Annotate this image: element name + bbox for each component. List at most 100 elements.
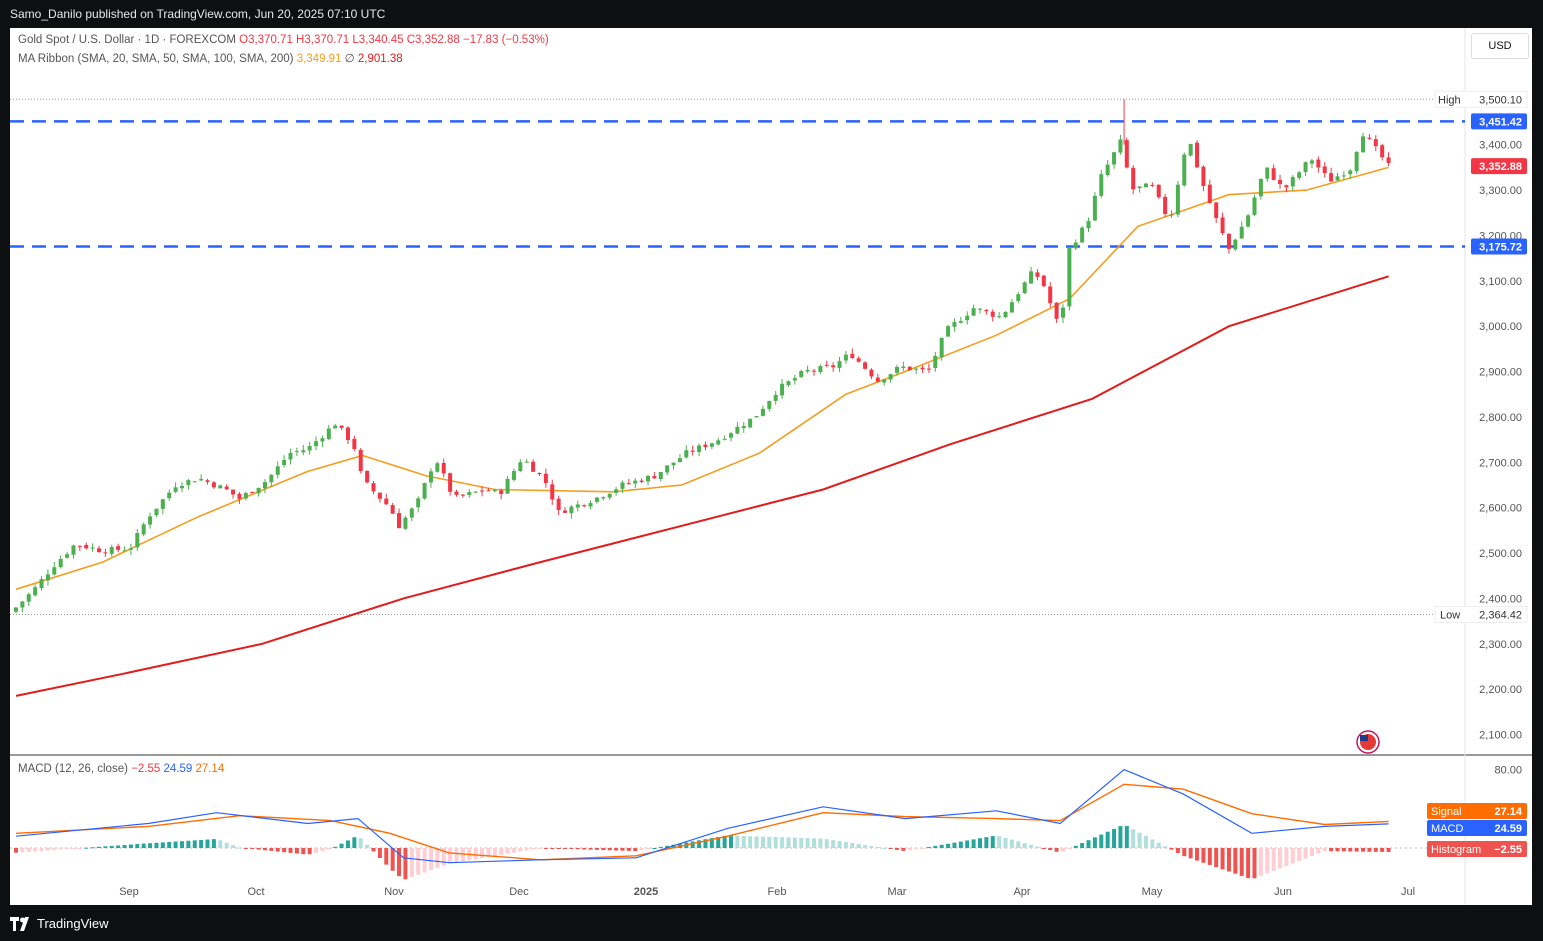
- macd-title[interactable]: MACD (12, 26, close): [18, 763, 128, 775]
- candle-body: [671, 462, 676, 466]
- candle-body: [1016, 294, 1021, 301]
- candle-body: [767, 401, 772, 409]
- candle-body: [333, 425, 338, 429]
- macd-histogram-bar: [518, 848, 523, 852]
- candle-body: [1348, 170, 1353, 175]
- currency-button[interactable]: USD: [1471, 33, 1529, 59]
- macd-histogram-bar: [901, 848, 906, 851]
- macd-histogram-bar: [192, 840, 197, 848]
- candle-body: [907, 366, 912, 371]
- candle-body: [894, 367, 899, 373]
- candle-body: [760, 408, 765, 416]
- macd-histogram-bar: [1207, 848, 1212, 865]
- macd-histogram-bar: [116, 845, 121, 848]
- candle-body: [1373, 139, 1378, 147]
- candle-body: [882, 379, 887, 383]
- candle-body: [1054, 302, 1059, 319]
- macd-histogram-bar: [435, 848, 440, 868]
- tradingview-logo[interactable]: TradingView: [10, 916, 109, 931]
- legend-close: C3,352.88: [406, 34, 460, 46]
- macd-histogram-bar: [1195, 848, 1200, 861]
- candle-body: [754, 416, 759, 418]
- candle-body: [307, 446, 312, 451]
- candle-body: [1335, 176, 1340, 181]
- candle-body: [397, 513, 402, 529]
- candle-body: [1309, 160, 1314, 164]
- macd-histogram-bar: [703, 839, 708, 848]
- x-tick-label: Jul: [1401, 886, 1415, 898]
- macd-histogram-bar: [754, 836, 759, 848]
- candle-body: [722, 438, 727, 440]
- macd-histogram-bar: [1073, 845, 1078, 848]
- macd-histogram-bar: [524, 848, 529, 851]
- x-tick-label: Feb: [768, 886, 787, 898]
- candle-body: [45, 574, 50, 581]
- macd-histogram-bar: [173, 841, 178, 848]
- macd-histogram-bar: [843, 842, 848, 848]
- macd-histogram-bar: [218, 840, 223, 848]
- macd-histogram-bar: [588, 848, 593, 850]
- candle-body: [326, 428, 331, 440]
- candle-body: [460, 494, 465, 496]
- macd-histogram-bar: [946, 843, 951, 848]
- candle-body: [856, 358, 861, 362]
- publisher-bar: Samo_Danilo published on TradingView.com…: [0, 0, 1543, 28]
- macd-legend: MACD (12, 26, close) −2.55 24.59 27.14: [18, 763, 224, 775]
- candle-body: [556, 498, 561, 510]
- macd-histogram-bar: [256, 848, 261, 850]
- brand-name: TradingView: [37, 916, 109, 931]
- price-chart-svg[interactable]: 2,100.00 2,200.00 2,300.00 2,400.00 2,500.00…: [10, 28, 1532, 905]
- macd-histogram-tag-label: Histogram: [1431, 844, 1481, 856]
- candle-body: [282, 460, 287, 466]
- candle-body: [186, 480, 191, 486]
- macd-histogram-bar: [154, 842, 159, 848]
- macd-histogram-bar: [250, 848, 255, 849]
- sma20-line: [15, 166, 1389, 591]
- ma-title[interactable]: MA Ribbon (SMA, 20, SMA, 50, SMA, 100, S…: [18, 53, 294, 65]
- macd-histogram-bar: [1290, 848, 1295, 864]
- candle-body: [377, 492, 382, 499]
- candle-body: [52, 567, 57, 575]
- symbol-title[interactable]: Gold Spot / U.S. Dollar · 1D · FOREXCOM: [18, 34, 236, 46]
- candle-body: [971, 308, 976, 316]
- candle-body: [435, 463, 440, 472]
- macd-histogram-bar: [1137, 832, 1142, 848]
- macd-signal-tag-value: 27.14: [1494, 806, 1522, 818]
- macd-histogram-bar: [831, 840, 836, 848]
- macd-histogram-bar: [716, 837, 721, 848]
- candle-body: [148, 516, 153, 525]
- candle-body: [569, 506, 574, 514]
- candle-body: [614, 489, 619, 493]
- macd-histogram-bar: [1086, 840, 1091, 848]
- macd-histogram-bar: [1278, 848, 1283, 869]
- candle-body: [486, 490, 491, 492]
- macd-histogram-bar: [1035, 846, 1040, 848]
- chart-frame[interactable]: 2,100.00 2,200.00 2,300.00 2,400.00 2,500.00…: [10, 28, 1532, 905]
- candle-body: [1246, 215, 1251, 227]
- candle-body: [154, 508, 159, 516]
- candle-body: [1041, 275, 1046, 287]
- candle-body: [620, 482, 625, 489]
- candle-body: [441, 462, 446, 474]
- macd-histogram-bar: [837, 841, 842, 848]
- macd-histogram-bar: [454, 848, 459, 863]
- macd-histogram-bar: [933, 845, 938, 848]
- candle-body: [888, 374, 893, 380]
- candle-body: [237, 493, 242, 499]
- high-label-value: 3,500.10: [1479, 94, 1522, 106]
- macd-histogram-bar: [939, 844, 944, 848]
- low-label-bg: [1434, 606, 1528, 624]
- ma-value-20: 3,349.91: [296, 53, 342, 65]
- macd-histogram-bar: [224, 842, 229, 848]
- candle-body: [792, 378, 797, 381]
- candle-body: [690, 450, 695, 452]
- macd-histogram-bar: [403, 848, 408, 880]
- candle-body: [250, 491, 255, 493]
- macd-histogram-bar: [626, 848, 631, 851]
- candle-body: [875, 377, 880, 382]
- macd-histogram-bar: [262, 848, 267, 851]
- candle-body: [1214, 202, 1219, 219]
- support-price-label: 3,175.72: [1479, 241, 1522, 253]
- candle-body: [20, 601, 25, 608]
- macd-histogram-bar: [1067, 848, 1072, 849]
